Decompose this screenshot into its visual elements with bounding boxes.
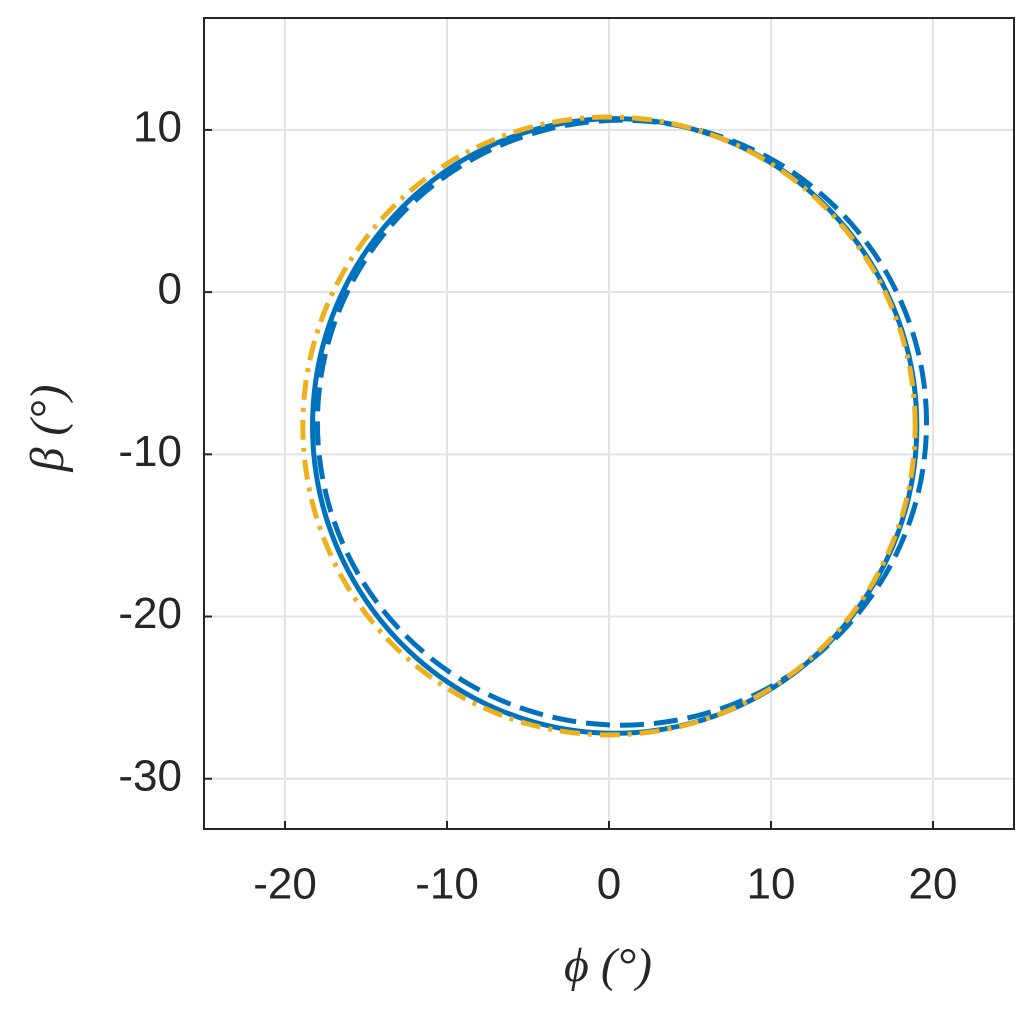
y-tick-label: -30 [118, 751, 182, 800]
y-tick-label: 10 [133, 103, 182, 152]
x-tick-label: 0 [597, 860, 621, 909]
y-tick-label: 0 [158, 265, 182, 314]
x-tick-label: 20 [909, 860, 958, 909]
y-tick-label: -20 [118, 589, 182, 638]
x-axis-title: ϕ (°) [564, 939, 652, 992]
y-tick-label: -10 [118, 427, 182, 476]
data-line [300, 114, 918, 738]
x-tick-label: -10 [415, 860, 479, 909]
x-tick-label: -20 [253, 860, 317, 909]
data-line [314, 117, 930, 728]
axes-box [203, 17, 1015, 830]
y-axis-title: β (°) [21, 384, 74, 472]
x-tick-label: 10 [747, 860, 796, 909]
